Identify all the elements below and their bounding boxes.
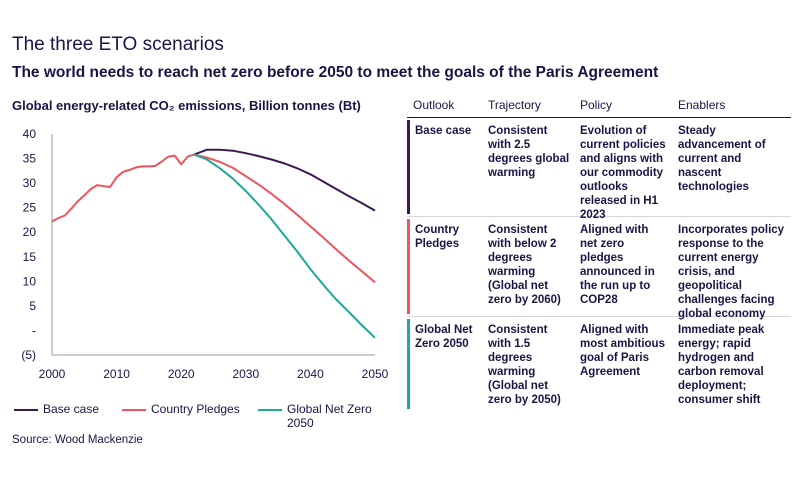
y-tick-label: 5 [29, 299, 36, 313]
page-title: The three ETO scenarios [12, 34, 224, 55]
x-axis-ticks: 2000 2010 2020 2030 2040 2050 [39, 367, 389, 381]
cell-trajectory: Consistent with 2.5 degrees global warmi… [488, 125, 570, 179]
y-tick-label: 35 [23, 152, 37, 166]
x-tick-label: 2000 [39, 367, 66, 381]
row-color-bar [407, 120, 410, 214]
y-tick-label: 15 [23, 250, 37, 264]
y-axis-ticks: 40 35 30 25 20 15 10 5 - (5) [21, 127, 36, 362]
cell-enablers: Immediate peak energy; rapid hydrogen an… [678, 324, 765, 406]
x-tick-label: 2040 [297, 367, 324, 381]
emissions-line-chart: 40 35 30 25 20 15 10 5 - (5) 2000 2010 2020 2030 2040… [21, 127, 389, 381]
x-tick-label: 2010 [103, 367, 130, 381]
series-lines [51, 148, 376, 339]
header-policy: Policy [580, 98, 613, 112]
series-line-base-case [193, 148, 376, 212]
legend-label-net-zero: Global Net Zero 2050 [287, 402, 372, 430]
y-tick-label: 10 [23, 274, 37, 288]
table-row-base-case: Base case Consistent with 2.5 degrees gl… [407, 118, 791, 221]
x-tick-label: 2020 [168, 367, 195, 381]
cell-policy: Aligned with net zero pledges announced … [580, 224, 655, 306]
cell-trajectory: Consistent with below 2 degrees warming … [488, 224, 561, 306]
y-tick-label: 30 [23, 176, 37, 190]
row-color-bar [407, 219, 410, 314]
legend-label-country-pledges: Country Pledges [151, 402, 240, 416]
table-row-net-zero: Global Net Zero 2050 Consistent with 1.5… [407, 317, 791, 411]
header-trajectory: Trajectory [488, 98, 541, 112]
legend-label-base-case: Base case [43, 402, 100, 416]
cell-outlook: Global Net Zero 2050 [415, 324, 473, 350]
y-tick-label: 40 [23, 127, 37, 141]
y-tick-label: 25 [23, 201, 37, 215]
x-tick-label: 2030 [232, 367, 259, 381]
table-header: Outlook Trajectory Policy Enablers [407, 98, 791, 118]
legend-swatch-base-case [14, 409, 38, 411]
header-enablers: Enablers [678, 98, 726, 112]
y-tick-label: - [32, 323, 36, 337]
y-tick-label: 20 [23, 225, 37, 239]
legend-item-country-pledges: Country Pledges [122, 402, 240, 416]
series-line-country-pledges [193, 153, 376, 284]
cell-trajectory: Consistent with 1.5 degrees warming (Glo… [488, 324, 561, 406]
page-subtitle: The world needs to reach net zero before… [12, 64, 659, 81]
scenario-table: Outlook Trajectory Policy Enablers Base … [407, 98, 791, 411]
cell-policy: Evolution of current policies and aligns… [580, 125, 666, 221]
legend-item-base-case: Base case [14, 402, 99, 416]
series-line-net-zero [193, 153, 376, 339]
chart-legend: Base case Country Pledges Global Net Zer… [14, 402, 400, 432]
cell-outlook: Country Pledges [415, 224, 460, 250]
y-tick-label: (5) [21, 348, 36, 362]
cell-enablers: Steady advancement of current and nascen… [678, 125, 766, 193]
row-color-bar [407, 319, 410, 409]
legend-swatch-net-zero [258, 409, 282, 411]
cell-enablers: Incorporates policy response to the curr… [678, 224, 785, 320]
legend-item-net-zero: Global Net Zero 2050 [258, 402, 388, 430]
historical-line [51, 153, 195, 223]
legend-swatch-country-pledges [122, 409, 146, 411]
table-row-country-pledges: Country Pledges Consistent with below 2 … [407, 217, 791, 320]
source-note: Source: Wood Mackenzie [12, 434, 143, 446]
header-outlook: Outlook [413, 98, 455, 112]
cell-outlook: Base case [415, 125, 472, 137]
chart-title: Global energy-related CO₂ emissions, Bil… [12, 98, 361, 113]
cell-policy: Aligned with most ambitious goal of Pari… [580, 324, 665, 378]
x-tick-label: 2050 [362, 367, 389, 381]
